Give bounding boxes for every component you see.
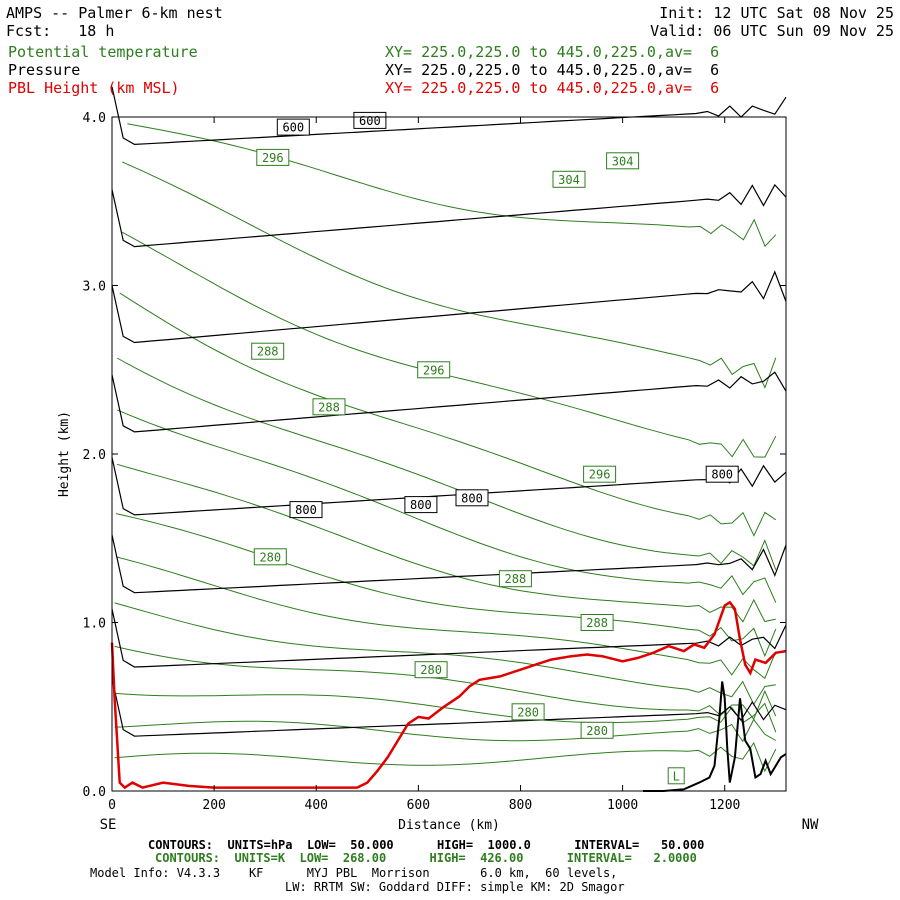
field-theta-xy: XY= 225.0,225.0 to 445.0,225.0,av= 6 — [385, 43, 720, 61]
contour-label: 800 — [295, 503, 317, 517]
theta-contour — [114, 718, 777, 743]
contour-label: 800 — [410, 498, 432, 512]
footer-model-info: Model Info: V4.3.3 KF MYJ PBL Morrison 6… — [90, 866, 618, 880]
pressure-contour — [111, 86, 787, 146]
header-init: Init: 12 UTC Sat 08 Nov 25 — [659, 4, 894, 22]
contour-label: 280 — [259, 550, 281, 564]
y-axis-label: Height (km) — [57, 411, 72, 497]
contour-label: 800 — [461, 491, 483, 505]
contour-label: 600 — [359, 114, 381, 128]
theta-contour — [114, 741, 777, 773]
contour-label: 288 — [257, 345, 279, 359]
contour-label-box — [552, 170, 586, 188]
contour-label-box — [705, 465, 739, 483]
field-pbl-name: PBL Height (km MSL) — [8, 79, 180, 97]
contour-label: 800 — [711, 468, 733, 482]
y-tick-label: 0.0 — [83, 785, 106, 800]
contour-label-box — [289, 501, 323, 519]
contour-label: 288 — [586, 616, 608, 630]
x-tick-label: 600 — [407, 798, 430, 813]
y-tick-label: 4.0 — [83, 111, 106, 126]
contour-label: 600 — [282, 121, 304, 135]
contour-label-box — [511, 703, 545, 721]
y-tick-label: 3.0 — [83, 280, 106, 295]
theta-contour — [116, 463, 776, 623]
contour-label-box — [256, 148, 290, 166]
theta-contour — [121, 231, 777, 458]
pressure-contour — [111, 183, 787, 248]
theta-contour — [119, 292, 777, 537]
x-tick-label: 1000 — [607, 798, 638, 813]
x-right-end-label: NW — [802, 817, 819, 833]
contour-label-box — [580, 721, 614, 739]
theta-contour — [116, 409, 777, 603]
x-axis-label: Distance (km) — [398, 818, 500, 833]
contour-label-box — [455, 489, 489, 507]
x-tick-label: 1200 — [709, 798, 740, 813]
contour-label: 280 — [586, 724, 608, 738]
contour-label-box — [498, 570, 532, 588]
contour-label-box — [353, 111, 387, 129]
contour-label-box — [404, 496, 438, 514]
field-pressure-name: Pressure — [8, 61, 81, 79]
theta-contour — [114, 645, 777, 721]
theta-contour — [115, 513, 777, 658]
contour-label: 288 — [318, 400, 340, 414]
pbl-height-line — [110, 600, 787, 790]
contour-label-box — [253, 548, 287, 566]
theta-contour — [115, 556, 777, 680]
contour-label: 280 — [517, 705, 539, 719]
theta-contour — [121, 161, 777, 389]
header-valid: Valid: 06 UTC Sun 09 Nov 25 — [650, 22, 894, 40]
y-tick-label: 1.0 — [83, 617, 106, 632]
header-forecast: Fcst: 18 h — [6, 22, 115, 40]
contour-label-box — [580, 614, 614, 631]
contour-label-box — [251, 342, 285, 360]
header-title: AMPS -- Palmer 6-km nest — [6, 4, 223, 22]
x-tick-label: 0 — [108, 798, 116, 813]
theta-contour — [114, 692, 777, 733]
contour-label: L — [673, 769, 680, 783]
pressure-contour — [111, 457, 787, 516]
contour-label: 304 — [558, 173, 580, 187]
contour-label: 304 — [612, 154, 634, 168]
contour-label: 280 — [420, 663, 442, 677]
pressure-contour — [111, 270, 787, 344]
field-pressure-xy: XY= 225.0,225.0 to 445.0,225.0,av= 6 — [385, 61, 720, 79]
contour-label-box — [414, 661, 448, 679]
contour-label: 296 — [262, 151, 284, 165]
y-tick-label: 2.0 — [83, 448, 106, 463]
theta-contour — [116, 357, 777, 570]
x-tick-label: 800 — [509, 798, 532, 813]
field-theta-name: Potential temperature — [8, 43, 198, 61]
contour-label-box — [312, 398, 346, 416]
pressure-contour — [111, 608, 787, 668]
contour-label: 296 — [589, 468, 611, 482]
contour-label: 288 — [505, 572, 527, 586]
x-tick-label: 200 — [202, 798, 225, 813]
plot-frame — [111, 116, 787, 792]
terrain-line — [643, 681, 787, 792]
contour-label-box — [667, 767, 685, 785]
footer-model-info2: LW: RRTM SW: Goddard DIFF: simple KM: 2D… — [285, 880, 625, 894]
x-tick-label: 400 — [305, 798, 328, 813]
pressure-contour — [111, 534, 787, 594]
contour-label-box — [417, 361, 451, 379]
footer-theta-contours: CONTOURS: UNITS=K LOW= 268.00 HIGH= 426.… — [155, 851, 697, 865]
contour-label-box — [276, 118, 310, 136]
theta-contour — [127, 123, 777, 248]
contour-label: 296 — [423, 363, 445, 377]
pressure-contour — [111, 371, 787, 433]
x-left-end-label: SE — [100, 817, 117, 833]
field-pbl-xy: XY= 225.0,225.0 to 445.0,225.0,av= 6 — [385, 79, 720, 97]
footer-pressure-contours: CONTOURS: UNITS=hPa LOW= 50.000 HIGH= 10… — [148, 838, 705, 852]
contour-label-box — [606, 152, 640, 170]
pressure-contour — [111, 677, 787, 737]
contour-label-box — [583, 465, 617, 483]
